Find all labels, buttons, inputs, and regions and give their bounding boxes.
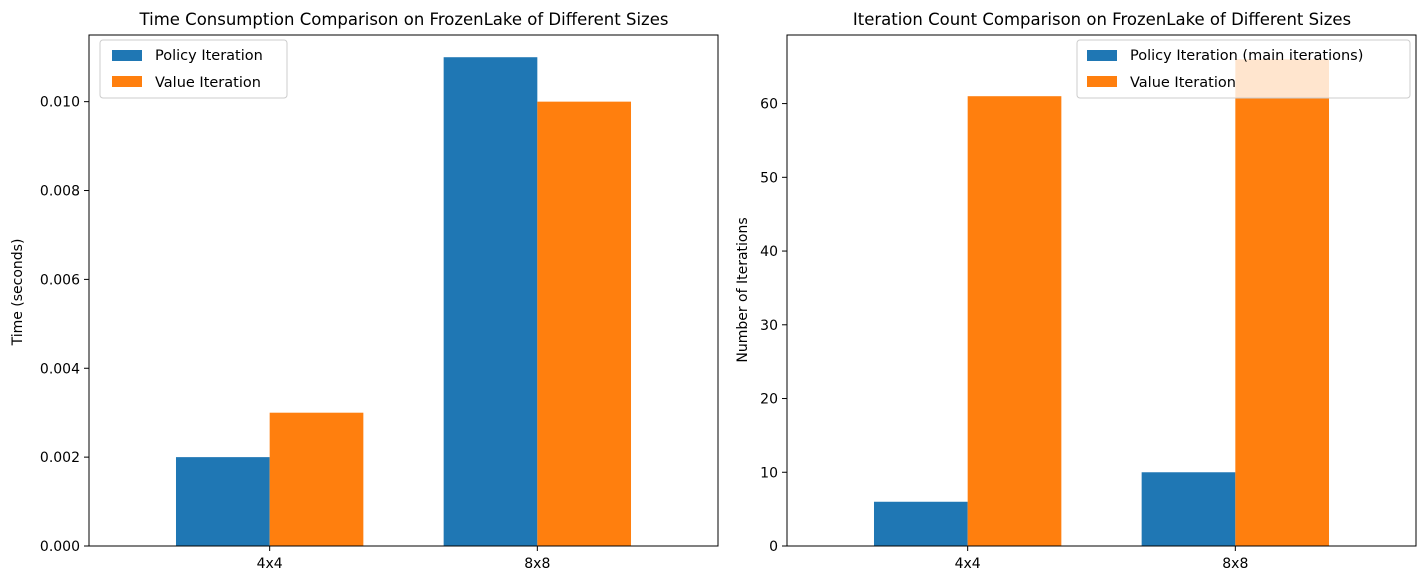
y-tick-label: 0.002 [40, 450, 80, 466]
chart-title: Iteration Count Comparison on FrozenLake… [853, 10, 1351, 29]
legend-box [1076, 39, 1411, 99]
x-ticks: 4x4 8x8 [257, 546, 550, 572]
y-tick-label: 0.010 [40, 95, 80, 111]
x-tick-label: 4x4 [257, 556, 283, 572]
legend-label-policy: Policy Iteration [155, 48, 263, 64]
legend-swatch-value [1087, 76, 1117, 87]
y-tick-label: 0.000 [40, 539, 80, 555]
x-tick-label: 8x8 [1222, 556, 1248, 572]
plot-frame [88, 34, 719, 547]
chart-iterations: Iteration Count Comparison on FrozenLake… [735, 10, 1417, 572]
legend-swatch-policy [112, 50, 142, 61]
bar-value-iteration-4x4 [269, 412, 364, 546]
bars [175, 57, 632, 547]
bar-value-iteration-8x8 [1235, 59, 1330, 546]
bar-policy-iteration-8x8 [1141, 472, 1236, 546]
chart-title: Time Consumption Comparison on FrozenLak… [139, 10, 669, 29]
y-tick-label: 10 [760, 465, 778, 481]
legend-label-value: Value Iteration [1130, 75, 1236, 91]
y-tick-label: 60 [760, 97, 778, 113]
bar-policy-iteration-4x4 [175, 457, 270, 546]
y-axis-label: Number of Iterations [735, 217, 751, 362]
y-tick-label: 40 [760, 244, 778, 260]
y-ticks: 0.000 0.002 0.004 0.006 0.008 0.010 [40, 95, 89, 555]
y-tick-label: 0.004 [40, 361, 80, 377]
legend-label-policy: Policy Iteration (main iterations) [1130, 48, 1363, 64]
x-ticks: 4x4 8x8 [955, 546, 1248, 572]
y-axis-label: Time (seconds) [10, 239, 26, 347]
y-tick-label: 30 [760, 318, 778, 334]
plot-frame [786, 34, 1417, 547]
legend-swatch-policy [1087, 50, 1117, 61]
chart-time: Time Consumption Comparison on FrozenLak… [10, 10, 719, 572]
legend: Policy Iteration Value Iteration [99, 39, 288, 99]
y-tick-label: 50 [760, 170, 778, 186]
x-tick-label: 8x8 [524, 556, 550, 572]
y-tick-label: 0.006 [40, 272, 80, 288]
bars [873, 59, 1330, 546]
y-tick-label: 0 [769, 539, 778, 555]
bar-value-iteration-8x8 [537, 101, 632, 547]
y-tick-label: 20 [760, 392, 778, 408]
bar-policy-iteration-8x8 [443, 57, 538, 546]
legend-swatch-value [112, 76, 142, 87]
legend-label-value: Value Iteration [155, 75, 261, 91]
y-ticks: 0 10 20 30 40 50 60 [760, 97, 787, 555]
bar-policy-iteration-4x4 [873, 501, 968, 546]
y-tick-label: 0.008 [40, 184, 80, 200]
bar-value-iteration-4x4 [967, 96, 1062, 546]
legend-box [99, 39, 288, 99]
legend: Policy Iteration (main iterations) Value… [1076, 39, 1411, 99]
x-tick-label: 4x4 [955, 556, 981, 572]
